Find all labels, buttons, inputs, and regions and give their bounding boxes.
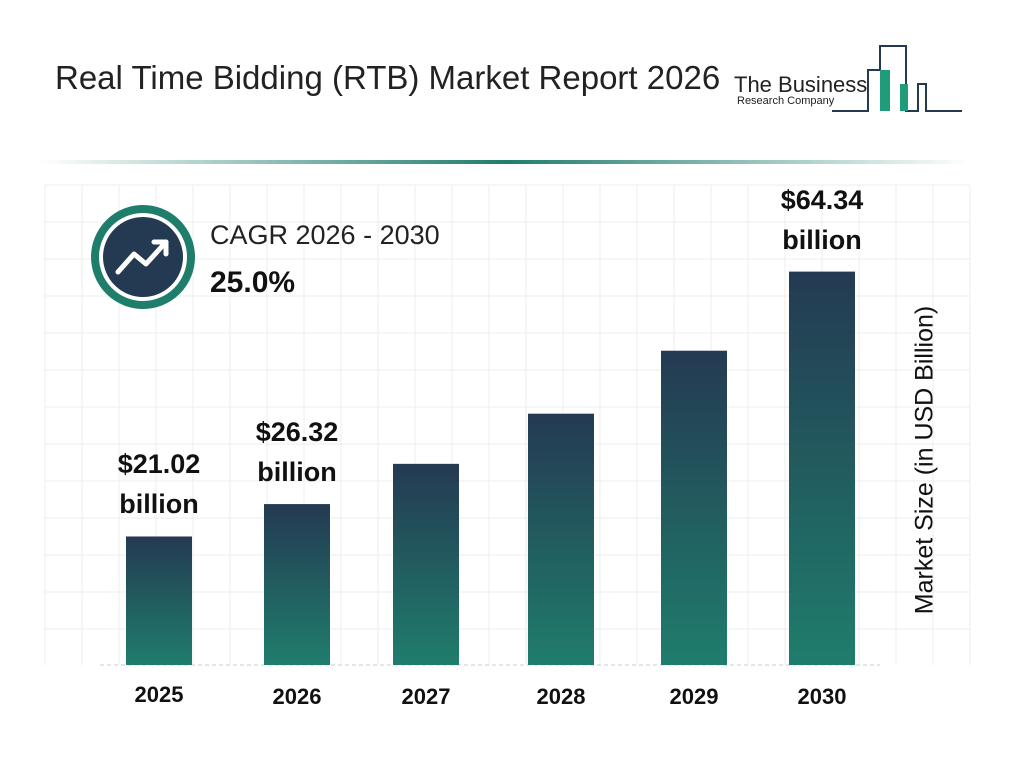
logo-line1: The Business bbox=[734, 72, 868, 97]
y-axis-label: Market Size (in USD Billion) bbox=[910, 305, 939, 615]
cagr-label: CAGR 2026 - 2030 bbox=[210, 220, 440, 250]
value-label: $21.02 billion bbox=[117, 449, 201, 520]
x-tick-label: 2029 bbox=[669, 684, 719, 709]
cagr-icon bbox=[103, 217, 183, 297]
bar bbox=[264, 504, 330, 665]
title-rule bbox=[40, 160, 970, 164]
bars bbox=[126, 271, 855, 665]
cagr-value: 25.0% bbox=[210, 266, 296, 299]
cagr-arrow-head bbox=[151, 239, 169, 257]
bar bbox=[126, 536, 192, 665]
bar bbox=[661, 350, 727, 665]
logo-mark bbox=[832, 45, 962, 112]
bar bbox=[789, 271, 855, 665]
value-label: $26.32 billion bbox=[255, 417, 339, 488]
bar bbox=[393, 463, 459, 665]
x-tick-label: 2027 bbox=[401, 684, 451, 709]
x-tick-label: 2028 bbox=[536, 684, 586, 709]
cagr-arrow bbox=[115, 239, 169, 275]
logo-line2: Research Company bbox=[737, 95, 835, 107]
chart-title: Real Time Bidding (RTB) Market Report 20… bbox=[55, 59, 721, 96]
x-tick-label: 2025 bbox=[134, 682, 184, 707]
x-tick-label: 2030 bbox=[797, 684, 847, 709]
value-label: $64.34 billion bbox=[780, 184, 864, 255]
bar bbox=[528, 413, 594, 665]
x-tick-label: 2026 bbox=[272, 684, 322, 709]
